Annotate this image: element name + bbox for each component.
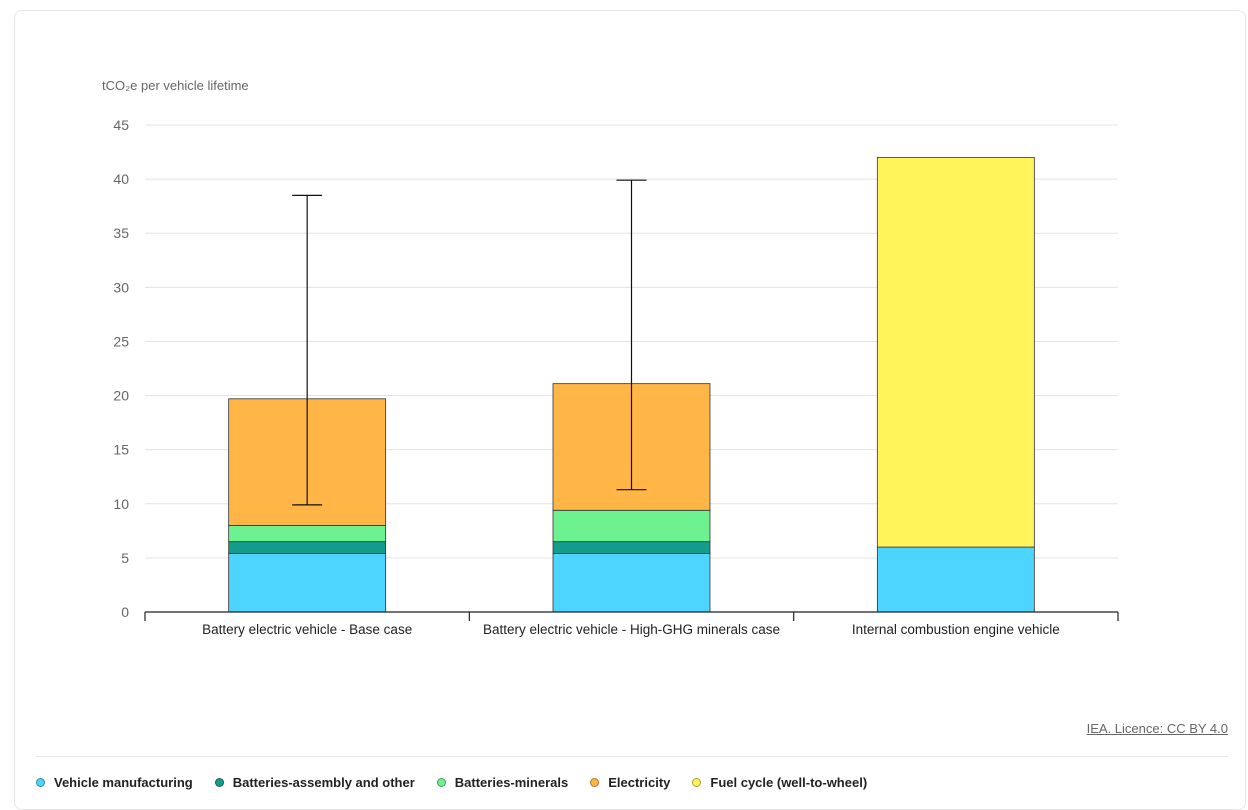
bar-segment — [228, 553, 387, 613]
y-tick-label: 0 — [121, 604, 129, 620]
bar-segment — [552, 553, 711, 613]
y-axis-ticks: 0 5 10 15 20 25 30 35 40 45 — [113, 117, 129, 620]
legend-swatch — [36, 778, 45, 787]
x-tick-label: Battery electric vehicle - Base case — [202, 622, 412, 637]
bar-segment — [228, 541, 387, 554]
legend-divider — [36, 756, 1228, 757]
legend-item[interactable]: Vehicle manufacturing — [36, 775, 193, 790]
y-tick-label: 45 — [113, 117, 129, 133]
legend-swatch — [214, 778, 224, 787]
y-tick-label: 25 — [113, 333, 129, 349]
y-tick-label: 30 — [113, 279, 129, 295]
y-axis-label: tCO₂e per vehicle lifetime — [102, 78, 249, 93]
legend-label: Electricity — [608, 775, 671, 790]
y-tick-label: 5 — [121, 550, 129, 566]
legend-label: Fuel cycle (well-to-wheel) — [710, 775, 868, 790]
y-tick-label: 15 — [113, 442, 129, 458]
stacked-bar-chart: tCO₂e per vehicle lifetime 0 5 10 15 20 25 30 3… — [102, 78, 1119, 637]
bar-segment — [552, 509, 711, 543]
y-tick-label: 40 — [113, 171, 129, 187]
legend-swatch — [436, 778, 446, 787]
legend-item[interactable]: Electricity — [590, 775, 670, 790]
bar-segment — [228, 525, 387, 543]
legend-label: Batteries-assembly and other — [232, 775, 415, 790]
x-tick-label: Internal combustion engine vehicle — [852, 622, 1060, 637]
licence-link[interactable]: IEA. Licence: CC BY 4.0 — [1086, 721, 1228, 736]
y-tick-label: 35 — [113, 225, 129, 241]
bar-segment — [876, 157, 1035, 548]
x-axis: Battery electric vehicle - Base case Batt… — [144, 611, 1119, 637]
legend-item[interactable]: Fuel cycle (well-to-wheel) — [692, 775, 867, 790]
bar-segment — [876, 546, 1035, 613]
bar-segment — [552, 541, 711, 554]
error-bars — [292, 179, 647, 506]
legend-item[interactable]: Batteries-assembly and other — [214, 775, 415, 790]
legend-swatch — [590, 778, 600, 787]
y-tick-label: 10 — [113, 496, 129, 512]
legend-label: Batteries-minerals — [454, 775, 569, 790]
y-tick-label: 20 — [113, 388, 129, 404]
legend-item[interactable]: Batteries-minerals — [436, 775, 569, 790]
x-tick-label: Battery electric vehicle - High-GHG mine… — [483, 622, 780, 637]
legend: Vehicle manufacturing Batteries-assembly … — [36, 775, 867, 790]
legend-swatch — [692, 778, 702, 787]
legend-label: Vehicle manufacturing — [54, 775, 193, 790]
